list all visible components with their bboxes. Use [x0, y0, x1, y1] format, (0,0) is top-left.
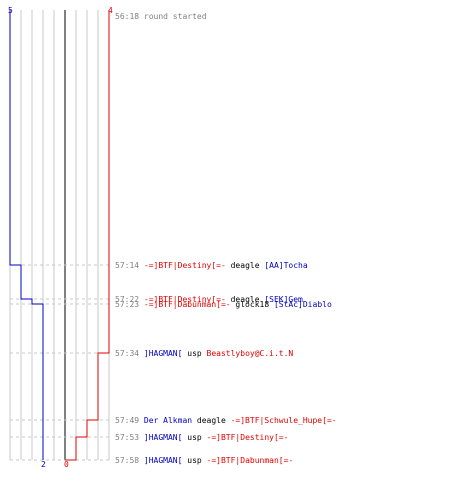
event-killer: -=]BTF|Dabunman[=- [144, 300, 231, 309]
event-weapon: deagle [226, 261, 265, 270]
event-time: 57:49 [115, 416, 144, 425]
event-guide-lines [10, 264, 112, 461]
event-row-6: 57:53 ]HAGMAN[ usp -=]BTF|Destiny[=- [115, 433, 288, 442]
team-alive-series [9, 10, 110, 461]
event-row-3: 57:23 -=]BTF|Dabunman[=- glock18 [StAc]D… [115, 300, 332, 309]
event-victim: -=]BTF|Dabunman[=- [207, 456, 294, 465]
event-killer: -=]BTF|Destiny[=- [144, 295, 226, 304]
event-victim: [StAc]Diablo [274, 300, 332, 309]
event-row-7: 57:58 ]HAGMAN[ usp -=]BTF|Dabunman[=- [115, 456, 293, 465]
event-killer: ]HAGMAN[ [144, 456, 183, 465]
event-row-0: 56:18 round started [115, 12, 207, 21]
event-weapon: usp [182, 433, 206, 442]
chart-grid [9, 10, 110, 460]
event-time: 57:58 [115, 456, 144, 465]
event-time: 57:34 [115, 349, 144, 358]
event-row-5: 57:49 Der Alkman deagle -=]BTF|Schwule_H… [115, 416, 337, 425]
bottom-left-count-label: 2 [41, 460, 46, 469]
event-victim: [SEK]Gem [264, 295, 303, 304]
event-victim: -=]BTF|Destiny[=- [207, 433, 289, 442]
event-weapon: deagle [192, 416, 231, 425]
event-victim: [AA]Tocha [264, 261, 308, 270]
event-log: 56:18 round started 57:14 -=]BTF|Destiny[… [115, 12, 337, 465]
blue-team-step-line [9, 10, 44, 460]
event-killer: ]HAGMAN[ [144, 349, 183, 358]
event-row-4: 57:34 ]HAGMAN[ usp Beastlyboy@C.i.t.N [115, 349, 293, 358]
event-time: 57:22 [115, 295, 144, 304]
event-killer: ]HAGMAN[ [144, 433, 183, 442]
event-weapon: usp [182, 349, 206, 358]
event-time: 56:18 [115, 12, 144, 21]
axis-labels: 5 4 2 0 [8, 6, 113, 469]
event-weapon: usp [182, 456, 206, 465]
event-text: round started [144, 12, 207, 21]
event-killer: -=]BTF|Destiny[=- [144, 261, 226, 270]
event-time: 57:14 [115, 261, 144, 270]
event-row-1: 57:14 -=]BTF|Destiny[=- deagle [AA]Tocha [115, 261, 308, 270]
event-row-2: 57:22 -=]BTF|Destiny[=- deagle [SEK]Gem [115, 295, 303, 304]
event-weapon: glock18 [231, 300, 274, 309]
event-killer: Der Alkman [144, 416, 192, 425]
event-weapon: deagle [226, 295, 265, 304]
event-time: 57:53 [115, 433, 144, 442]
event-time: 57:23 [115, 300, 144, 309]
top-right-count-label: 4 [108, 6, 113, 15]
bottom-right-count-label: 0 [64, 460, 69, 469]
event-victim: Beastlyboy@C.i.t.N [207, 349, 294, 358]
event-victim: -=]BTF|Schwule_Hupe[=- [231, 416, 337, 425]
red-team-step-line [65, 10, 110, 461]
top-left-count-label: 5 [8, 6, 13, 15]
